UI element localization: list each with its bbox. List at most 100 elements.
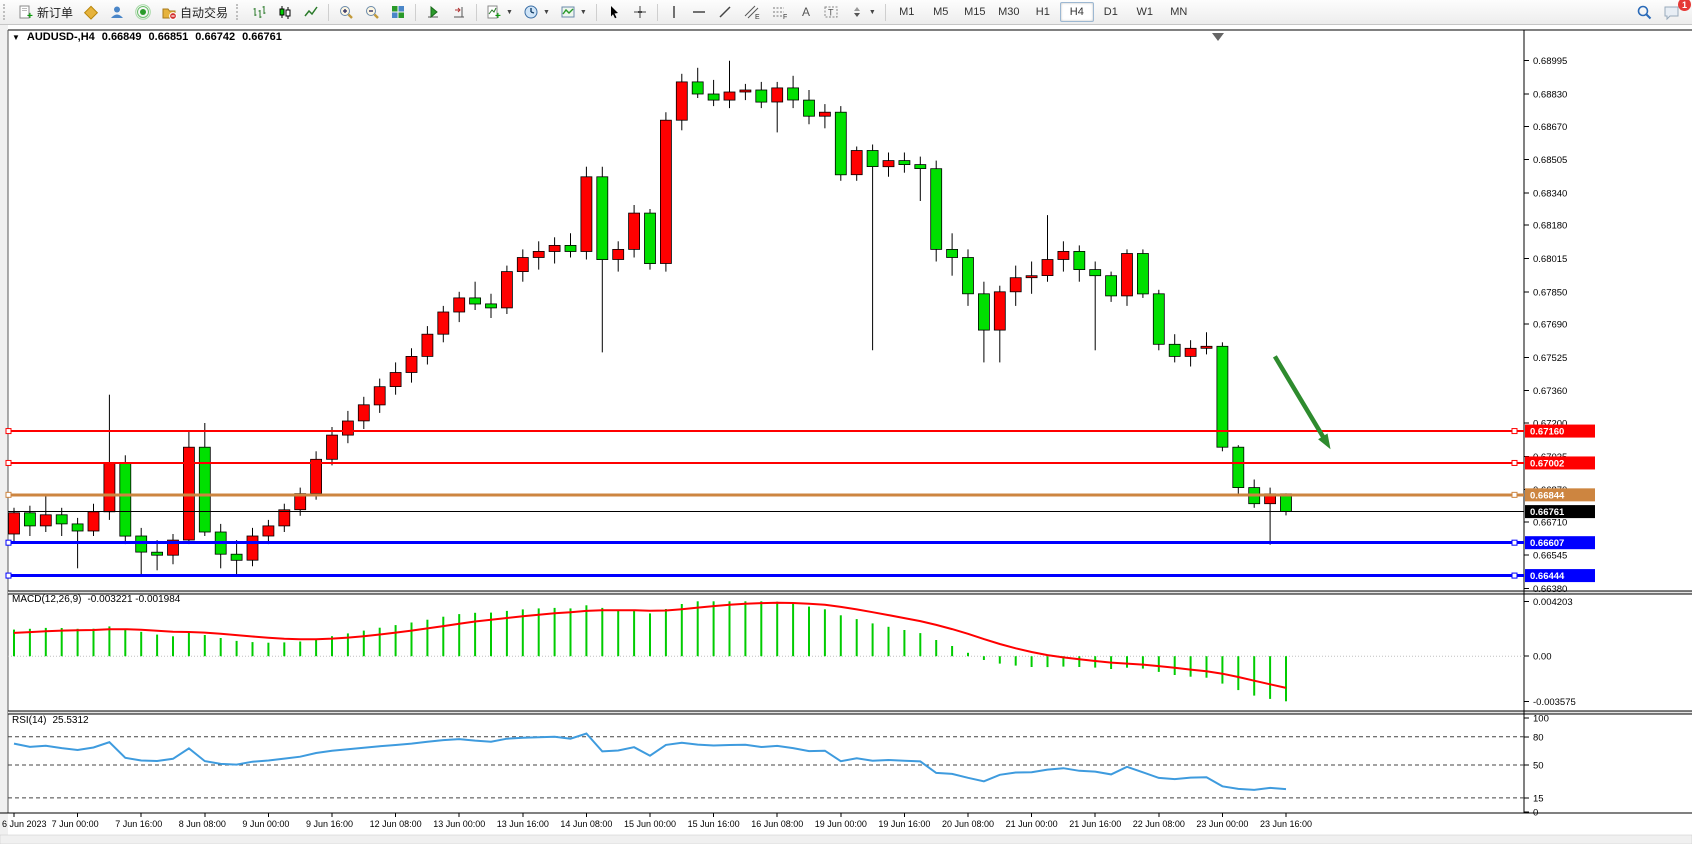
mql5-community-icon — [109, 4, 125, 20]
zoom-out-button[interactable] — [359, 1, 385, 23]
text-label-button[interactable]: T — [818, 1, 844, 23]
metaquotes-icon — [83, 4, 99, 20]
templates-icon — [560, 4, 576, 20]
price-line-badge — [1525, 505, 1595, 519]
candle-bear — [834, 111, 847, 176]
auto-scroll-button[interactable] — [420, 1, 446, 23]
line-handle[interactable] — [1511, 491, 1518, 498]
candle-bear — [707, 93, 720, 101]
price-line-badge-text: 0.67160 — [1530, 427, 1564, 438]
candle-bull — [628, 212, 640, 250]
timeframe-H4[interactable]: H4 — [1059, 2, 1094, 22]
periods-button[interactable]: ▼ — [518, 1, 555, 23]
zoom-in-icon — [338, 4, 354, 20]
price-tick-label: 0.66380 — [1533, 584, 1567, 595]
timeframe-M5[interactable]: M5 — [933, 6, 949, 18]
chart-shift-marker[interactable] — [1212, 33, 1224, 41]
candle-bull — [389, 372, 402, 388]
time-tick-label: 19 Jun 00:00 — [815, 819, 867, 829]
timeframe-M15[interactable]: M15 — [964, 6, 986, 18]
line-handle[interactable] — [5, 572, 12, 579]
crosshair-button[interactable] — [627, 1, 653, 23]
symbol-dropdown-icon[interactable]: ▼ — [12, 32, 20, 42]
fibonacci-button[interactable]: F — [766, 1, 794, 23]
candle-bull — [660, 119, 672, 264]
cursor-icon — [606, 4, 622, 20]
rsi-tick-label: 0 — [1533, 808, 1538, 819]
line-handle[interactable] — [5, 428, 12, 435]
equidistant-channel-button[interactable]: E — [738, 1, 766, 23]
candle-bull — [262, 525, 275, 537]
price-line-badge — [1525, 456, 1595, 470]
indicators-button[interactable]: + ▼ — [481, 1, 518, 23]
horizontal-line-button[interactable] — [686, 1, 712, 23]
dropdown-caret-icon: ▼ — [579, 8, 587, 16]
templates-button[interactable]: ▼ — [555, 1, 592, 23]
time-tick-label: 6 Jun 2023 — [2, 819, 47, 829]
candle-bull — [580, 176, 593, 252]
candle-bull — [341, 420, 354, 436]
cursor-button[interactable] — [601, 1, 627, 23]
search-button[interactable] — [1631, 1, 1658, 23]
timeframe-W1[interactable]: W1 — [1136, 6, 1154, 18]
text-icon: A — [799, 4, 813, 20]
timeframe-MN[interactable]: MN — [1170, 6, 1188, 18]
line-handle[interactable] — [5, 491, 12, 498]
candle-bear — [151, 551, 164, 556]
fibonacci-icon: F — [771, 4, 789, 20]
timeframe-M30[interactable]: M30 — [998, 6, 1020, 18]
pane-separator[interactable] — [8, 591, 1692, 594]
line-chart-button[interactable] — [298, 1, 324, 23]
main-toolbar: + 新订单 自动交易 + ▼ ▼ ▼ — [0, 0, 1692, 25]
candlestick-button[interactable] — [272, 1, 298, 23]
bar-chart-button[interactable] — [246, 1, 272, 23]
toolbar-separator — [415, 3, 417, 21]
timeframe-D1[interactable]: D1 — [1103, 6, 1118, 18]
time-tick-label: 19 Jun 16:00 — [878, 819, 930, 829]
tile-windows-icon — [390, 4, 406, 20]
metaquotes-button[interactable] — [78, 1, 104, 23]
line-handle[interactable] — [5, 459, 12, 466]
signals-button[interactable] — [130, 1, 156, 23]
price-line-badge-text: 0.66761 — [1530, 507, 1565, 518]
svg-text:F: F — [783, 14, 787, 20]
price-tick-label: 0.68180 — [1533, 221, 1567, 232]
new-order-button[interactable]: + 新订单 — [13, 1, 78, 23]
crosshair-icon — [632, 4, 648, 20]
svg-text:T: T — [828, 8, 834, 18]
notification-badge: 1 — [1678, 0, 1691, 11]
mql5-community-button[interactable] — [104, 1, 130, 23]
line-handle[interactable] — [5, 539, 12, 546]
rsi-indicator-label: RSI(14) 25.5312 — [12, 715, 89, 726]
macd-tick-label: -0.003575 — [1533, 697, 1576, 708]
candle-bull — [819, 111, 831, 117]
candle-bear — [962, 257, 974, 295]
time-tick-label: 14 Jun 08:00 — [560, 819, 612, 829]
arrows-button[interactable]: ▼ — [844, 1, 881, 23]
zoom-in-button[interactable] — [333, 1, 359, 23]
line-handle[interactable] — [1511, 428, 1518, 435]
vertical-line-button[interactable] — [662, 1, 686, 23]
candle-bull — [278, 509, 291, 527]
trendline-button[interactable] — [712, 1, 738, 23]
price-line-badge-text: 0.67002 — [1530, 458, 1564, 469]
chat-icon — [1663, 4, 1681, 21]
pane-separator[interactable] — [8, 711, 1692, 714]
line-handle[interactable] — [1511, 572, 1518, 579]
text-button[interactable]: A — [794, 1, 818, 23]
rsi-tick-label: 15 — [1533, 793, 1544, 804]
autotrading-button[interactable]: 自动交易 — [156, 1, 233, 23]
line-handle[interactable] — [1511, 459, 1518, 466]
timeframe-M1[interactable]: M1 — [899, 6, 915, 18]
rsi-line — [13, 732, 1287, 791]
tile-windows-button[interactable] — [385, 1, 411, 23]
timeframe-H1[interactable]: H1 — [1035, 6, 1050, 18]
candlestick-icon — [277, 4, 293, 20]
line-handle[interactable] — [1511, 539, 1518, 546]
candle-bull — [103, 462, 116, 513]
chart-shift-button[interactable] — [446, 1, 472, 23]
notifications-button[interactable]: 1 — [1658, 0, 1691, 23]
trend-arrow-object[interactable] — [1272, 355, 1328, 443]
autotrading-label: 自动交易 — [180, 5, 229, 20]
candle-bull — [373, 386, 386, 406]
